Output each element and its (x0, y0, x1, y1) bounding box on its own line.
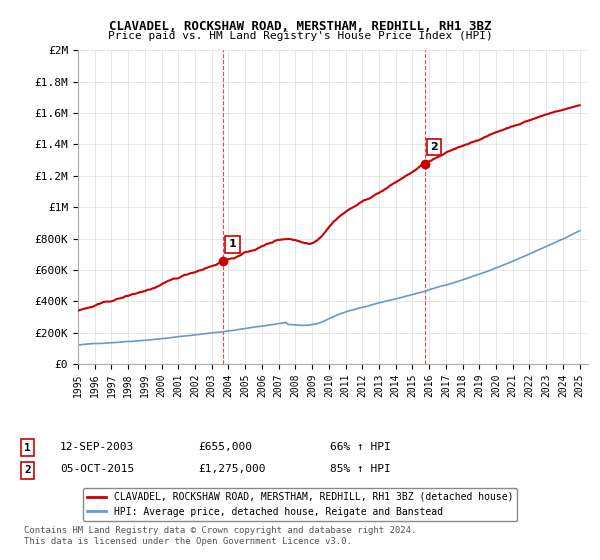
Text: CLAVADEL, ROCKSHAW ROAD, MERSTHAM, REDHILL, RH1 3BZ: CLAVADEL, ROCKSHAW ROAD, MERSTHAM, REDHI… (109, 20, 491, 32)
Text: 66% ↑ HPI: 66% ↑ HPI (330, 442, 391, 452)
Text: 1: 1 (24, 443, 31, 453)
Text: £1,275,000: £1,275,000 (198, 464, 265, 474)
Text: Price paid vs. HM Land Registry's House Price Index (HPI): Price paid vs. HM Land Registry's House … (107, 31, 493, 41)
Text: 1: 1 (229, 239, 236, 249)
Text: Contains HM Land Registry data © Crown copyright and database right 2024.
This d: Contains HM Land Registry data © Crown c… (24, 526, 416, 546)
Legend: CLAVADEL, ROCKSHAW ROAD, MERSTHAM, REDHILL, RH1 3BZ (detached house), HPI: Avera: CLAVADEL, ROCKSHAW ROAD, MERSTHAM, REDHI… (83, 488, 517, 521)
Text: 85% ↑ HPI: 85% ↑ HPI (330, 464, 391, 474)
Text: 05-OCT-2015: 05-OCT-2015 (60, 464, 134, 474)
Text: 2: 2 (24, 465, 31, 475)
Text: £655,000: £655,000 (198, 442, 252, 452)
Text: 12-SEP-2003: 12-SEP-2003 (60, 442, 134, 452)
Text: 2: 2 (430, 142, 438, 152)
